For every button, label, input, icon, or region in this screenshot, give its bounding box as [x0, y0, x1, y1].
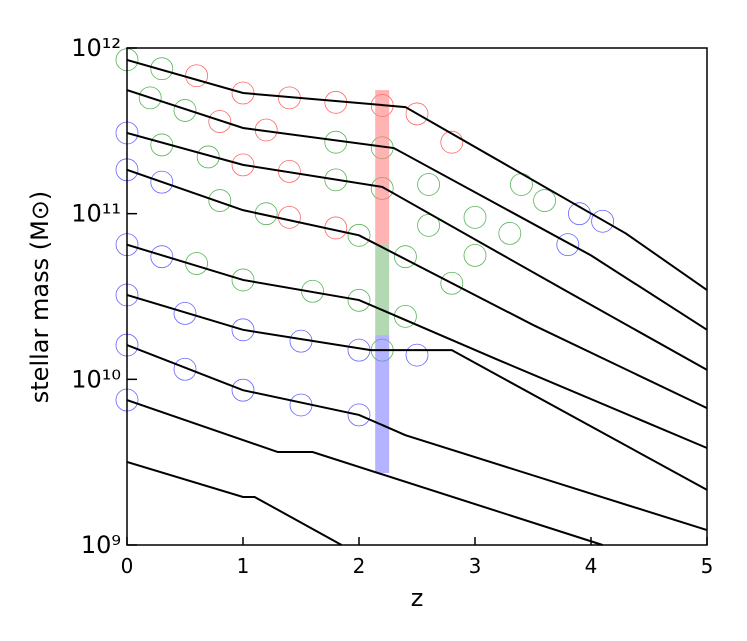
marker — [463, 205, 487, 229]
marker — [185, 64, 209, 88]
y-axis-label: stellar mass (M⊙) — [26, 191, 54, 403]
marker — [185, 252, 209, 275]
marker — [324, 168, 348, 192]
marker — [591, 209, 614, 233]
y-tick-label: 10¹² — [71, 34, 121, 62]
marker — [440, 271, 464, 295]
x-tick-label: 4 — [585, 554, 598, 578]
marker — [231, 378, 255, 402]
marker — [208, 189, 232, 212]
marker — [173, 302, 197, 325]
marker — [405, 102, 429, 126]
marker — [196, 145, 220, 169]
marker — [556, 233, 580, 257]
line — [126, 243, 708, 449]
band — [375, 335, 390, 474]
band — [375, 244, 390, 336]
marker — [150, 170, 174, 194]
line — [126, 399, 603, 546]
line — [126, 89, 708, 331]
marker — [498, 222, 522, 245]
marker — [347, 403, 371, 427]
y-tick-label: 10¹¹ — [71, 200, 121, 228]
marker — [417, 173, 441, 196]
marker — [173, 357, 197, 381]
x-tick-label: 3 — [469, 554, 482, 578]
marker — [347, 288, 371, 312]
line — [126, 131, 708, 371]
y-tick-label: 10⁹ — [81, 531, 121, 559]
x-tick-label: 2 — [353, 554, 366, 578]
band — [375, 90, 390, 245]
line — [126, 461, 343, 546]
x-tick-label: 5 — [701, 554, 714, 578]
y-tick-label: 10¹⁰ — [71, 365, 121, 393]
marker — [277, 205, 301, 229]
marker — [510, 173, 533, 196]
marker — [405, 343, 429, 367]
line — [126, 294, 708, 491]
marker — [173, 99, 197, 122]
plot-frame — [126, 47, 708, 546]
marker — [347, 223, 371, 247]
marker — [231, 153, 255, 177]
x-axis-label: z — [411, 584, 424, 612]
marker — [417, 213, 441, 237]
line — [126, 344, 708, 532]
marker — [440, 130, 464, 154]
marker — [301, 279, 325, 303]
marker — [463, 243, 487, 267]
marker — [208, 110, 232, 133]
marker — [393, 245, 417, 269]
x-tick-label: 0 — [121, 554, 134, 578]
marker — [150, 245, 174, 269]
marker — [231, 318, 255, 342]
marker — [138, 86, 162, 110]
line — [126, 168, 708, 410]
marker — [231, 268, 255, 292]
line — [126, 58, 708, 291]
marker — [533, 189, 556, 212]
marker — [150, 57, 174, 81]
x-tick-label: 1 — [237, 554, 250, 578]
